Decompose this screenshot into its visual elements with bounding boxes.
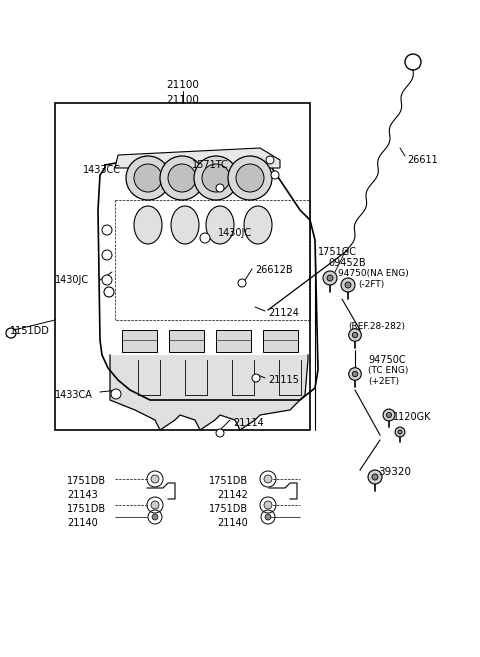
Bar xyxy=(216,330,251,352)
Circle shape xyxy=(271,171,279,179)
Circle shape xyxy=(236,164,264,192)
Bar xyxy=(122,330,157,352)
Text: 1433CC: 1433CC xyxy=(83,165,121,175)
Circle shape xyxy=(102,225,112,235)
Circle shape xyxy=(102,275,112,285)
Polygon shape xyxy=(115,148,280,168)
Circle shape xyxy=(168,164,196,192)
Circle shape xyxy=(200,233,210,243)
Circle shape xyxy=(104,287,114,297)
Circle shape xyxy=(152,514,158,520)
Circle shape xyxy=(266,156,274,164)
Circle shape xyxy=(216,429,224,437)
Ellipse shape xyxy=(206,206,234,244)
Circle shape xyxy=(111,389,121,399)
Text: (-2FT): (-2FT) xyxy=(358,280,384,289)
Text: 1751DB: 1751DB xyxy=(67,476,106,486)
Circle shape xyxy=(252,374,260,382)
Text: (+2ET): (+2ET) xyxy=(368,377,399,386)
Circle shape xyxy=(202,164,230,192)
Circle shape xyxy=(264,475,272,483)
Text: 21124: 21124 xyxy=(268,308,299,318)
Text: 1751DB: 1751DB xyxy=(67,504,106,514)
Text: (REF.28-282): (REF.28-282) xyxy=(348,322,405,331)
Text: 26612B: 26612B xyxy=(255,265,293,275)
Circle shape xyxy=(348,328,361,341)
Text: 21100: 21100 xyxy=(167,80,199,90)
Circle shape xyxy=(395,427,405,437)
Text: 21142: 21142 xyxy=(217,490,248,500)
Text: 21115: 21115 xyxy=(268,375,299,385)
Text: 1430JC: 1430JC xyxy=(55,275,89,285)
Text: 1430JC: 1430JC xyxy=(218,228,252,238)
Circle shape xyxy=(372,474,378,480)
Circle shape xyxy=(352,332,358,338)
Text: 09452B: 09452B xyxy=(328,258,366,268)
Circle shape xyxy=(398,430,402,434)
Circle shape xyxy=(345,282,351,288)
Circle shape xyxy=(151,475,159,483)
Text: 1433CA: 1433CA xyxy=(55,390,93,400)
Circle shape xyxy=(194,156,238,200)
Polygon shape xyxy=(110,355,308,430)
Ellipse shape xyxy=(134,206,162,244)
Circle shape xyxy=(228,156,272,200)
Circle shape xyxy=(348,368,361,380)
Ellipse shape xyxy=(244,206,272,244)
Circle shape xyxy=(160,156,204,200)
Polygon shape xyxy=(98,155,318,400)
Text: 21100: 21100 xyxy=(167,95,199,105)
Text: 1571TC: 1571TC xyxy=(192,160,229,170)
Circle shape xyxy=(151,501,159,509)
Circle shape xyxy=(238,279,246,287)
Text: 1120GK: 1120GK xyxy=(393,412,432,422)
Circle shape xyxy=(341,278,355,292)
Circle shape xyxy=(134,164,162,192)
Text: 1151DD: 1151DD xyxy=(10,326,50,336)
Text: 21140: 21140 xyxy=(67,518,98,528)
Bar xyxy=(55,103,310,430)
Circle shape xyxy=(352,371,358,376)
Text: 94750C: 94750C xyxy=(368,355,406,365)
Circle shape xyxy=(327,275,333,281)
Text: 21114: 21114 xyxy=(233,418,264,428)
Circle shape xyxy=(264,501,272,509)
Text: 39320: 39320 xyxy=(378,467,411,477)
Circle shape xyxy=(368,470,382,484)
Text: 94750(NA ENG): 94750(NA ENG) xyxy=(338,269,409,278)
Circle shape xyxy=(265,514,271,520)
Ellipse shape xyxy=(171,206,199,244)
Bar xyxy=(169,330,204,352)
Text: 1751DB: 1751DB xyxy=(209,504,248,514)
Circle shape xyxy=(323,271,337,285)
Bar xyxy=(263,330,298,352)
Circle shape xyxy=(102,250,112,260)
Circle shape xyxy=(383,409,395,421)
Text: 21140: 21140 xyxy=(217,518,248,528)
Text: 1751GC: 1751GC xyxy=(318,247,357,257)
Circle shape xyxy=(126,156,170,200)
Circle shape xyxy=(6,328,16,338)
Text: 26611: 26611 xyxy=(407,155,438,165)
Circle shape xyxy=(386,413,392,418)
Text: 1751DB: 1751DB xyxy=(209,476,248,486)
Text: 21143: 21143 xyxy=(67,490,98,500)
Circle shape xyxy=(216,184,224,192)
Text: (TC ENG): (TC ENG) xyxy=(368,366,408,375)
Bar xyxy=(157,163,167,171)
